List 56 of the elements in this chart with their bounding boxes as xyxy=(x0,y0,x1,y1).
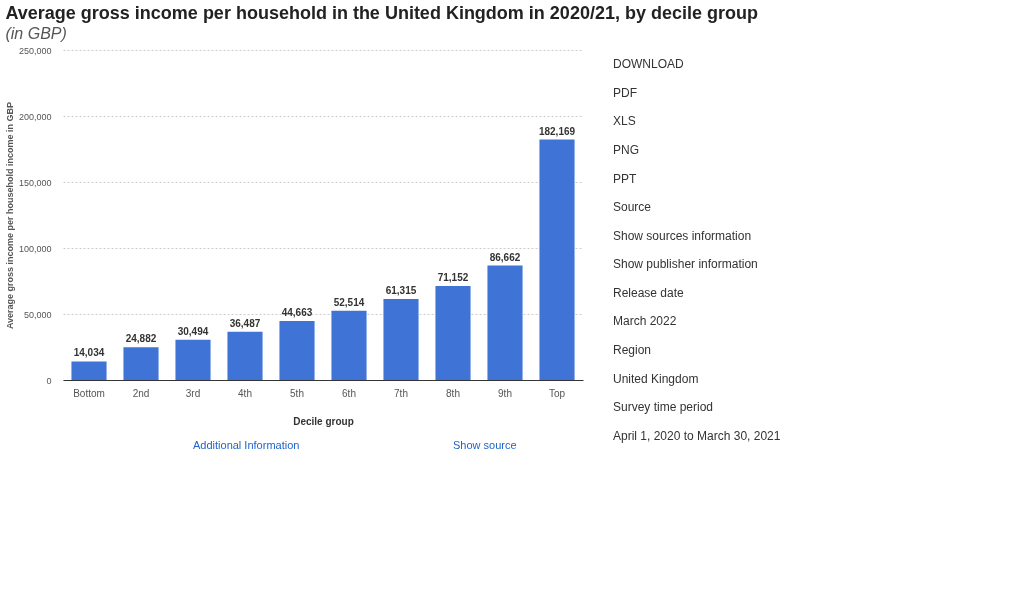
y-tick-label: 200,000 xyxy=(18,111,52,122)
bar xyxy=(175,339,211,380)
bar xyxy=(279,321,315,380)
text: Source xyxy=(613,200,652,215)
y-tick-label: 0 xyxy=(46,375,52,386)
text: PNG xyxy=(613,143,640,157)
text: Show source xyxy=(453,439,517,451)
x-tick-label: 6th xyxy=(342,387,356,399)
bar xyxy=(331,310,367,380)
x-tick-label: Bottom xyxy=(73,387,105,399)
y-tick-label: 100,000 xyxy=(18,243,52,254)
text: Additional Information xyxy=(193,439,300,451)
data-label: 182,169 xyxy=(538,125,576,137)
data-label: 86,662 xyxy=(489,251,521,263)
x-tick-label: 3rd xyxy=(185,387,201,399)
data-label: 52,514 xyxy=(333,296,365,308)
data-label: 30,494 xyxy=(177,325,209,337)
text: March 2022 xyxy=(613,314,677,329)
text: XLS xyxy=(613,114,636,129)
x-tick-label: 4th xyxy=(238,387,252,399)
bar xyxy=(383,299,419,380)
x-tick-label: 7th xyxy=(394,387,408,399)
text: DOWNLOAD xyxy=(613,57,684,72)
data-label: 71,152 xyxy=(437,272,469,284)
x-tick-label: 2nd xyxy=(132,387,150,399)
y-axis-title: Average gross income per household income in GBP xyxy=(4,101,15,330)
x-axis-title: Decile group xyxy=(293,415,354,427)
x-tick-label: 5th xyxy=(290,387,304,399)
text: Survey time period xyxy=(613,400,714,415)
text: PPT xyxy=(613,171,638,186)
data-label: 44,663 xyxy=(281,307,313,319)
data-label: 24,882 xyxy=(125,333,157,345)
data-label: 61,315 xyxy=(385,285,417,297)
bar xyxy=(539,139,575,380)
x-tick-label: 9th xyxy=(498,387,512,399)
text: Show sources information xyxy=(613,228,752,243)
text: United Kingdom xyxy=(613,371,699,386)
y-tick-label: 250,000 xyxy=(18,45,52,56)
chart-subtitle: (in GBP) xyxy=(5,25,67,42)
bar xyxy=(487,265,523,380)
text: Show publisher information xyxy=(613,257,758,272)
chart-title: Average gross income per household in the United Kingdom in 2020/21, by decile group xyxy=(5,3,758,23)
text: Release date xyxy=(613,285,685,300)
bar xyxy=(123,347,159,380)
text: PDF xyxy=(613,85,637,100)
bar xyxy=(71,361,107,380)
data-label: 14,034 xyxy=(73,347,105,359)
data-label: 36,487 xyxy=(229,317,261,329)
x-tick-label: Top xyxy=(548,387,566,399)
y-tick-label: 50,000 xyxy=(23,309,52,320)
bar xyxy=(227,331,263,380)
x-tick-label: 8th xyxy=(446,387,460,399)
text: Region xyxy=(613,343,652,357)
y-tick-label: 150,000 xyxy=(18,177,52,188)
bar xyxy=(435,286,471,380)
text: April 1, 2020 to March 30, 2021 xyxy=(613,428,781,443)
